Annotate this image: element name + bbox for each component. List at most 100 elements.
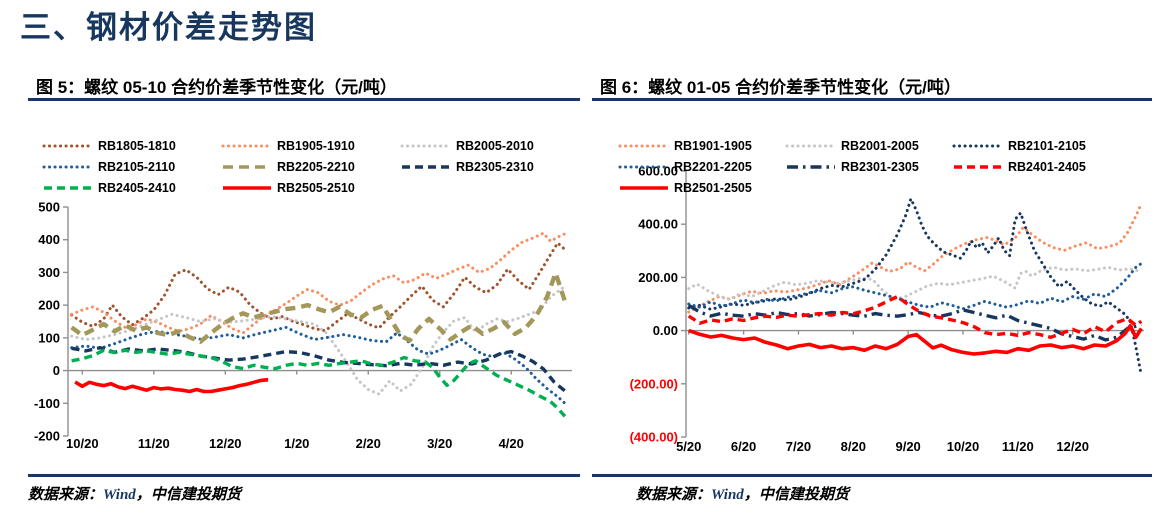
x-tick-label: 6/20 (731, 439, 756, 454)
legend-item-RB1905-1910: RB1905-1910 (221, 135, 400, 156)
y-tick-label: (400.00) (630, 430, 678, 445)
series-RB2001-2005 (687, 265, 1143, 301)
figure-6: 图 6：螺纹 01-05 合约价差季节性变化（元/吨） RB1901-1905 R… (592, 70, 1152, 504)
legend-label: RB2001-2005 (841, 138, 919, 153)
y-tick-label: 100 (38, 330, 60, 345)
figure-5-top-divider (28, 98, 580, 101)
legend-label: RB1901-1905 (674, 138, 752, 153)
legend-label: RB1805-1810 (98, 138, 176, 153)
legend-marker-dotted (618, 165, 670, 168)
legend-item-RB2201-2205: RB2201-2205 (618, 156, 785, 177)
y-tick-label: 400.00 (638, 217, 678, 232)
series-RB2305-2310 (71, 346, 566, 393)
figure-5-legend: RB1805-1810 RB1905-1910 RB2005-2010 RB2105-… (42, 135, 579, 198)
series-RB2401-2405 (687, 294, 1143, 339)
legend-label: RB2305-2310 (456, 159, 534, 174)
figure-5-source-note: 数据来源：Wind，中信建投期货 (28, 477, 580, 504)
legend-marker-dotted (785, 144, 837, 147)
source-suffix: ，中信建投期货 (135, 487, 241, 503)
legend-label: RB2205-2210 (277, 159, 355, 174)
legend-label: RB2505-2510 (277, 180, 355, 195)
y-tick-label: 200 (38, 298, 60, 313)
x-tick-label: 8/20 (841, 439, 866, 454)
series-RB1805-1810 (70, 241, 567, 333)
source-prefix: 数据来源： (28, 487, 104, 503)
legend-label: RB2101-2105 (1008, 138, 1086, 153)
figure-5-chart-area: RB1805-1810 RB1905-1910 RB2005-2010 RB2105-… (28, 101, 580, 474)
legend-item-RB2405-2410: RB2405-2410 (42, 177, 221, 198)
legend-item-RB2505-2510: RB2505-2510 (221, 177, 400, 198)
legend-item-RB2101-2105: RB2101-2105 (952, 135, 1119, 156)
series-RB1901-1905 (687, 202, 1143, 314)
legend-item-RB2105-2110: RB2105-2110 (42, 156, 221, 177)
x-tick-label: 7/20 (786, 439, 811, 454)
legend-marker-dashed (954, 164, 1002, 169)
legend-item-RB2205-2210: RB2205-2210 (221, 156, 400, 177)
series-RB2105-2110 (70, 325, 567, 405)
series-RB2505-2510 (74, 377, 269, 394)
legend-label: RB2401-2405 (1008, 159, 1086, 174)
legend-item-RB2305-2310: RB2305-2310 (400, 156, 579, 177)
y-tick-label: 0 (53, 363, 60, 378)
x-tick-label: 4/20 (499, 436, 524, 451)
x-tick-label: 9/20 (895, 439, 920, 454)
legend-label: RB2105-2110 (98, 159, 176, 174)
legend-marker-solid (620, 185, 668, 190)
legend-label: RB2005-2010 (456, 138, 534, 153)
y-tick-label: (200.00) (630, 376, 678, 391)
legend-marker-dotted (618, 144, 670, 147)
y-tick-label: -100 (34, 396, 60, 411)
x-tick-label: 12/20 (209, 436, 242, 451)
legend-marker-dotted (42, 165, 94, 168)
legend-item-RB2401-2405: RB2401-2405 (952, 156, 1119, 177)
figure-6-chart-area: RB1901-1905 RB2001-2005 RB2101-2105 RB2201-… (592, 101, 1152, 474)
source-prefix: 数据来源： (636, 487, 712, 503)
figure-6-bottom-divider (592, 474, 1152, 477)
legend-label: RB2301-2305 (841, 159, 919, 174)
figure-6-legend: RB1901-1905 RB2001-2005 RB2101-2105 RB2201-… (618, 135, 1148, 198)
y-tick-label: 0.00 (653, 323, 678, 338)
figure-6-source-note: 数据来源：Wind，中信建投期货 (592, 477, 1152, 504)
x-tick-label: 5/20 (676, 439, 701, 454)
series-RB2005-2010 (70, 284, 569, 396)
x-tick-label: 11/20 (1002, 439, 1034, 454)
legend-marker-dotted (42, 144, 94, 147)
legend-marker-dashed (402, 164, 450, 169)
x-tick-label: 3/20 (427, 436, 452, 451)
source-suffix: ，中信建投期货 (743, 487, 849, 503)
series-RB2405-2410 (71, 348, 567, 418)
y-tick-label: 500 (38, 200, 60, 215)
x-tick-label: 11/20 (138, 436, 170, 451)
figure-5-bottom-divider (28, 474, 580, 477)
x-tick-label: 10/20 (66, 436, 99, 451)
legend-item-RB2501-2505: RB2501-2505 (618, 177, 785, 198)
legend-marker-dotted (221, 144, 273, 147)
series-RB2501-2505 (688, 324, 1143, 356)
legend-item-RB2301-2305: RB2301-2305 (785, 156, 952, 177)
series-RB1905-1910 (70, 231, 567, 335)
figure-6-top-divider (592, 98, 1152, 101)
series-RB2201-2205 (687, 262, 1143, 311)
series-RB2205-2210 (70, 270, 567, 344)
legend-label: RB2501-2505 (674, 180, 752, 195)
legend-marker-dotted (400, 144, 452, 147)
line-chart-rb-01-05: 600.00400.00200.000.00(200.00)(400.00)5/… (630, 164, 1144, 454)
x-tick-label: 10/20 (947, 439, 980, 454)
legend-item-RB2005-2010: RB2005-2010 (400, 135, 579, 156)
y-tick-label: 400 (38, 232, 60, 247)
legend-item-RB1901-1905: RB1901-1905 (618, 135, 785, 156)
legend-item-RB2001-2005: RB2001-2005 (785, 135, 952, 156)
legend-marker-dashdot (787, 164, 835, 169)
legend-label: RB1905-1910 (277, 138, 355, 153)
y-tick-label: 300 (38, 265, 60, 280)
x-tick-label: 12/20 (1056, 439, 1089, 454)
legend-marker-dotted (952, 144, 1004, 147)
source-wind: Wind (711, 487, 744, 503)
y-tick-label: 200.00 (638, 270, 678, 285)
legend-marker-dashed (44, 185, 92, 190)
x-tick-label: 1/20 (284, 436, 309, 451)
figure-5: 图 5：螺纹 05-10 合约价差季节性变化（元/吨） RB1805-1810 R… (28, 70, 580, 504)
source-wind: Wind (103, 487, 136, 503)
figure-6-title: 图 6：螺纹 01-05 合约价差季节性变化（元/吨） (600, 78, 961, 97)
legend-label: RB2201-2205 (674, 159, 752, 174)
